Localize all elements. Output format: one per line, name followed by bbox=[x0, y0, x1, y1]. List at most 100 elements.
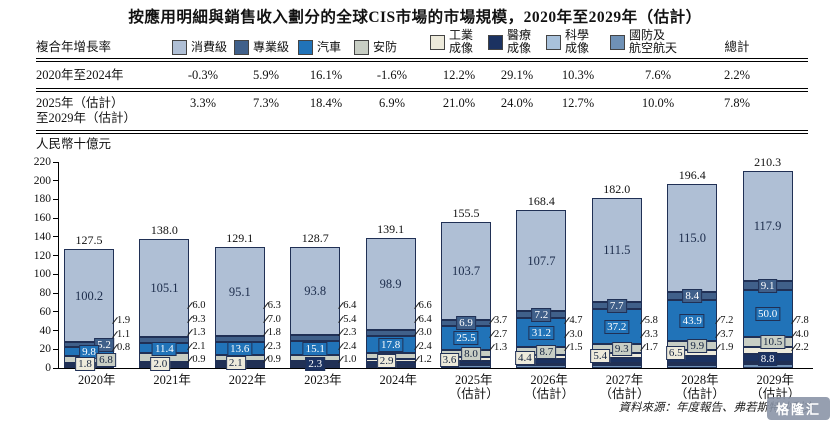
legend-item-medical: 醫療 成像 bbox=[488, 29, 546, 55]
consumer-value-label: 95.1 bbox=[228, 284, 251, 299]
scientific-value-label: 0.9 bbox=[267, 354, 281, 365]
automotive-legend-label: 汽車 bbox=[317, 40, 342, 54]
y-tick-label-60: 60 bbox=[39, 305, 52, 318]
security-value-label: 10.5 bbox=[759, 335, 786, 350]
cagr-value: -1.6% bbox=[376, 68, 408, 82]
consumer-value-label: 103.7 bbox=[451, 264, 481, 278]
x-axis-label-2020年: 2020年 bbox=[77, 373, 116, 387]
y-tick-100 bbox=[53, 273, 58, 275]
total-column-header: 總計 bbox=[724, 40, 750, 54]
medical-legend-label: 醫療 成像 bbox=[507, 28, 532, 55]
cagr-value: 24.0% bbox=[500, 96, 534, 110]
automotive-legend-swatch bbox=[298, 40, 313, 55]
medical-value-label: 1.3 bbox=[192, 327, 206, 338]
automotive-value-label: 13.6 bbox=[227, 341, 253, 356]
legend-item-security: 安防 bbox=[354, 40, 430, 55]
consumer-legend-swatch bbox=[172, 40, 187, 55]
medical-value-label: 1.8 bbox=[267, 327, 281, 338]
y-tick-160 bbox=[53, 217, 58, 219]
consumer-value-label: 117.9 bbox=[753, 219, 782, 233]
bar-segment-2021年-consumer: 105.1 bbox=[139, 239, 190, 337]
bar-segment-2020年-consumer: 100.2 bbox=[64, 249, 114, 342]
bar-segment-2023年-consumer: 93.8 bbox=[290, 247, 341, 335]
industrial-value-label: 2.1 bbox=[225, 355, 246, 370]
legend-item-automotive: 汽車 bbox=[298, 40, 354, 55]
x-axis-label-2023年: 2023年 bbox=[304, 373, 342, 387]
industrial-value-label: 2.9 bbox=[376, 353, 397, 368]
automotive-value-label: 31.2 bbox=[528, 326, 555, 340]
bar-segment-2027年-consumer: 111.5 bbox=[591, 198, 642, 302]
x-axis-label-2021年: 2021年 bbox=[153, 373, 191, 387]
defense-value-label: 2.1 bbox=[192, 340, 206, 352]
defense-value-label: 3.7 bbox=[720, 328, 734, 340]
security-legend-swatch bbox=[354, 40, 369, 55]
cagr-table-row-2025-2029: 2025年（估計） 至2029年（估計） 3.3% 7.3% 18.4% 6.9% 21.… bbox=[36, 92, 808, 134]
plot-area: 0 20 40 60 80 100 120 140 160 180 200 220 100.2 127.5… bbox=[34, 155, 813, 401]
cagr-value: 12.2% bbox=[442, 68, 476, 82]
x-axis-label-2026年: 2026年 （估計） bbox=[524, 373, 575, 401]
cagr-row-header: 複合年增長率 bbox=[36, 40, 112, 54]
cagr-value: 6.9% bbox=[378, 96, 406, 110]
total-label-2028年: 196.4 bbox=[678, 168, 706, 183]
total-label-2026年: 168.4 bbox=[527, 194, 555, 209]
bar-segment-2023年-professional bbox=[290, 335, 341, 341]
defense-value-label: 3.3 bbox=[644, 328, 658, 340]
total-label-2024年: 139.1 bbox=[377, 221, 405, 236]
defense-value-label: 4.0 bbox=[795, 328, 809, 340]
automotive-value-label: 15.1 bbox=[302, 341, 328, 356]
bar-segment-2028年-consumer: 115.0 bbox=[667, 184, 718, 292]
bar-segment-2028年-scientific bbox=[667, 363, 718, 365]
x-axis-label-2028年: 2028年 （估計） bbox=[674, 373, 725, 401]
consumer-value-label: 98.9 bbox=[379, 277, 402, 291]
bar-segment-2026年-defense bbox=[516, 365, 567, 368]
bar-segment-2027年-defense bbox=[591, 365, 642, 368]
y-tick-label-0: 0 bbox=[45, 362, 51, 374]
professional-value-label: 7.7 bbox=[606, 299, 627, 314]
bar-segment-2029年-consumer: 117.9 bbox=[742, 171, 793, 281]
y-tick-220 bbox=[53, 161, 58, 163]
industrial-legend-swatch bbox=[430, 34, 445, 50]
cagr-value: 10.0% bbox=[641, 96, 675, 110]
professional-value-label: 7.2 bbox=[531, 308, 552, 323]
bar-segment-2026年-consumer: 107.7 bbox=[516, 210, 567, 311]
consumer-legend-label: 消費級 bbox=[191, 40, 228, 54]
security-legend-label: 安防 bbox=[373, 40, 398, 54]
industrial-legend-label: 工業 成像 bbox=[449, 28, 474, 55]
source-note: 資料來源：年度報告、弗若斯特沙利文 bbox=[618, 402, 815, 414]
legend-item-consumer: 消費級 bbox=[172, 40, 234, 55]
total-label-2025年: 155.5 bbox=[452, 206, 480, 221]
defense-value-label: 2.4 bbox=[418, 340, 432, 352]
legend-item-scientific: 科學 成像 bbox=[546, 29, 610, 55]
y-tick-40 bbox=[53, 330, 58, 332]
bar-segment-2024年-professional bbox=[365, 330, 416, 336]
cagr-value: 2.2% bbox=[723, 68, 751, 82]
watermark-text: 格隆汇 bbox=[775, 402, 821, 417]
professional-value-label: 9.1 bbox=[757, 279, 778, 294]
cagr-value: 10.3% bbox=[561, 68, 595, 82]
cagr-value: 16.1% bbox=[309, 68, 343, 82]
cagr-period-label: 2020年至2024年 bbox=[36, 68, 124, 82]
security-value-label: 9.9 bbox=[687, 338, 708, 353]
scientific-value-label: 1.2 bbox=[418, 354, 432, 365]
security-value-label: 6.4 bbox=[418, 313, 432, 325]
professional-value-label: 6.0 bbox=[192, 300, 206, 311]
security-value-label: 9.3 bbox=[611, 341, 632, 356]
watermark: 格隆汇 bbox=[766, 397, 830, 420]
y-tick-label-120: 120 bbox=[33, 249, 51, 262]
defense-value-label: 2.4 bbox=[343, 340, 357, 352]
cagr-value: 5.9% bbox=[252, 68, 280, 82]
defense-legend-label: 國防及 航空航天 bbox=[629, 28, 678, 55]
professional-value-label: 5.2 bbox=[94, 338, 114, 353]
security-value-label: 9.3 bbox=[192, 313, 206, 325]
bar-segment-2024年-consumer: 98.9 bbox=[365, 238, 416, 330]
industrial-value-label: 3.6 bbox=[439, 352, 460, 367]
industrial-value-label: 6.5 bbox=[665, 346, 686, 361]
scientific-value-label: 1.9 bbox=[720, 342, 734, 353]
professional-value-label: 6.3 bbox=[267, 300, 281, 311]
y-tick-120 bbox=[53, 255, 58, 257]
bar-segment-2027年-scientific bbox=[591, 363, 642, 365]
medical-value-label: 2.3 bbox=[305, 357, 326, 372]
automotive-value-label: 25.5 bbox=[453, 331, 479, 346]
y-tick-label-20: 20 bbox=[39, 343, 52, 356]
scientific-value-label: 1.5 bbox=[569, 342, 583, 353]
